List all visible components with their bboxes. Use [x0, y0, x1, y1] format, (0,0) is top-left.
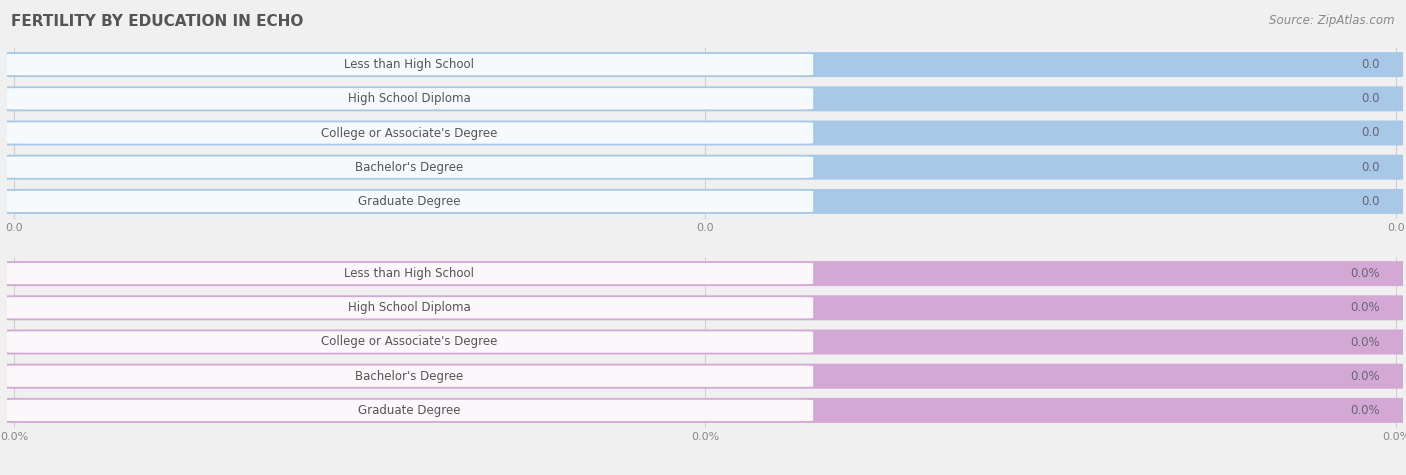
Text: Bachelor's Degree: Bachelor's Degree [356, 161, 464, 174]
Text: 0.0%: 0.0% [1350, 370, 1379, 383]
Text: 0.0: 0.0 [1361, 195, 1379, 208]
FancyBboxPatch shape [0, 189, 1406, 214]
FancyBboxPatch shape [6, 191, 813, 212]
Text: 0.0: 0.0 [1361, 161, 1379, 174]
FancyBboxPatch shape [0, 155, 1406, 180]
Text: 0.0%: 0.0% [1350, 335, 1379, 349]
Text: College or Associate's Degree: College or Associate's Degree [321, 126, 498, 140]
FancyBboxPatch shape [0, 52, 1406, 77]
Text: 0.0: 0.0 [1361, 126, 1379, 140]
Text: 0.0%: 0.0% [1350, 301, 1379, 314]
FancyBboxPatch shape [0, 295, 1406, 320]
Text: Graduate Degree: Graduate Degree [359, 195, 461, 208]
FancyBboxPatch shape [6, 400, 813, 421]
Text: High School Diploma: High School Diploma [349, 301, 471, 314]
Text: 0.0: 0.0 [1361, 58, 1379, 71]
Text: 0.0%: 0.0% [1350, 267, 1379, 280]
FancyBboxPatch shape [0, 364, 1406, 389]
Text: Less than High School: Less than High School [344, 267, 474, 280]
FancyBboxPatch shape [0, 398, 1406, 423]
Text: FERTILITY BY EDUCATION IN ECHO: FERTILITY BY EDUCATION IN ECHO [11, 14, 304, 29]
FancyBboxPatch shape [6, 157, 813, 178]
Text: Source: ZipAtlas.com: Source: ZipAtlas.com [1270, 14, 1395, 27]
Text: Bachelor's Degree: Bachelor's Degree [356, 370, 464, 383]
Text: High School Diploma: High School Diploma [349, 92, 471, 105]
Text: Less than High School: Less than High School [344, 58, 474, 71]
Text: 0.0: 0.0 [1361, 92, 1379, 105]
FancyBboxPatch shape [0, 330, 1406, 354]
FancyBboxPatch shape [6, 123, 813, 143]
FancyBboxPatch shape [6, 366, 813, 387]
FancyBboxPatch shape [0, 121, 1406, 145]
FancyBboxPatch shape [6, 54, 813, 75]
FancyBboxPatch shape [6, 297, 813, 318]
FancyBboxPatch shape [0, 86, 1406, 111]
Text: Graduate Degree: Graduate Degree [359, 404, 461, 417]
FancyBboxPatch shape [6, 332, 813, 352]
FancyBboxPatch shape [6, 88, 813, 109]
Text: College or Associate's Degree: College or Associate's Degree [321, 335, 498, 349]
FancyBboxPatch shape [6, 263, 813, 284]
Text: 0.0%: 0.0% [1350, 404, 1379, 417]
FancyBboxPatch shape [0, 261, 1406, 286]
